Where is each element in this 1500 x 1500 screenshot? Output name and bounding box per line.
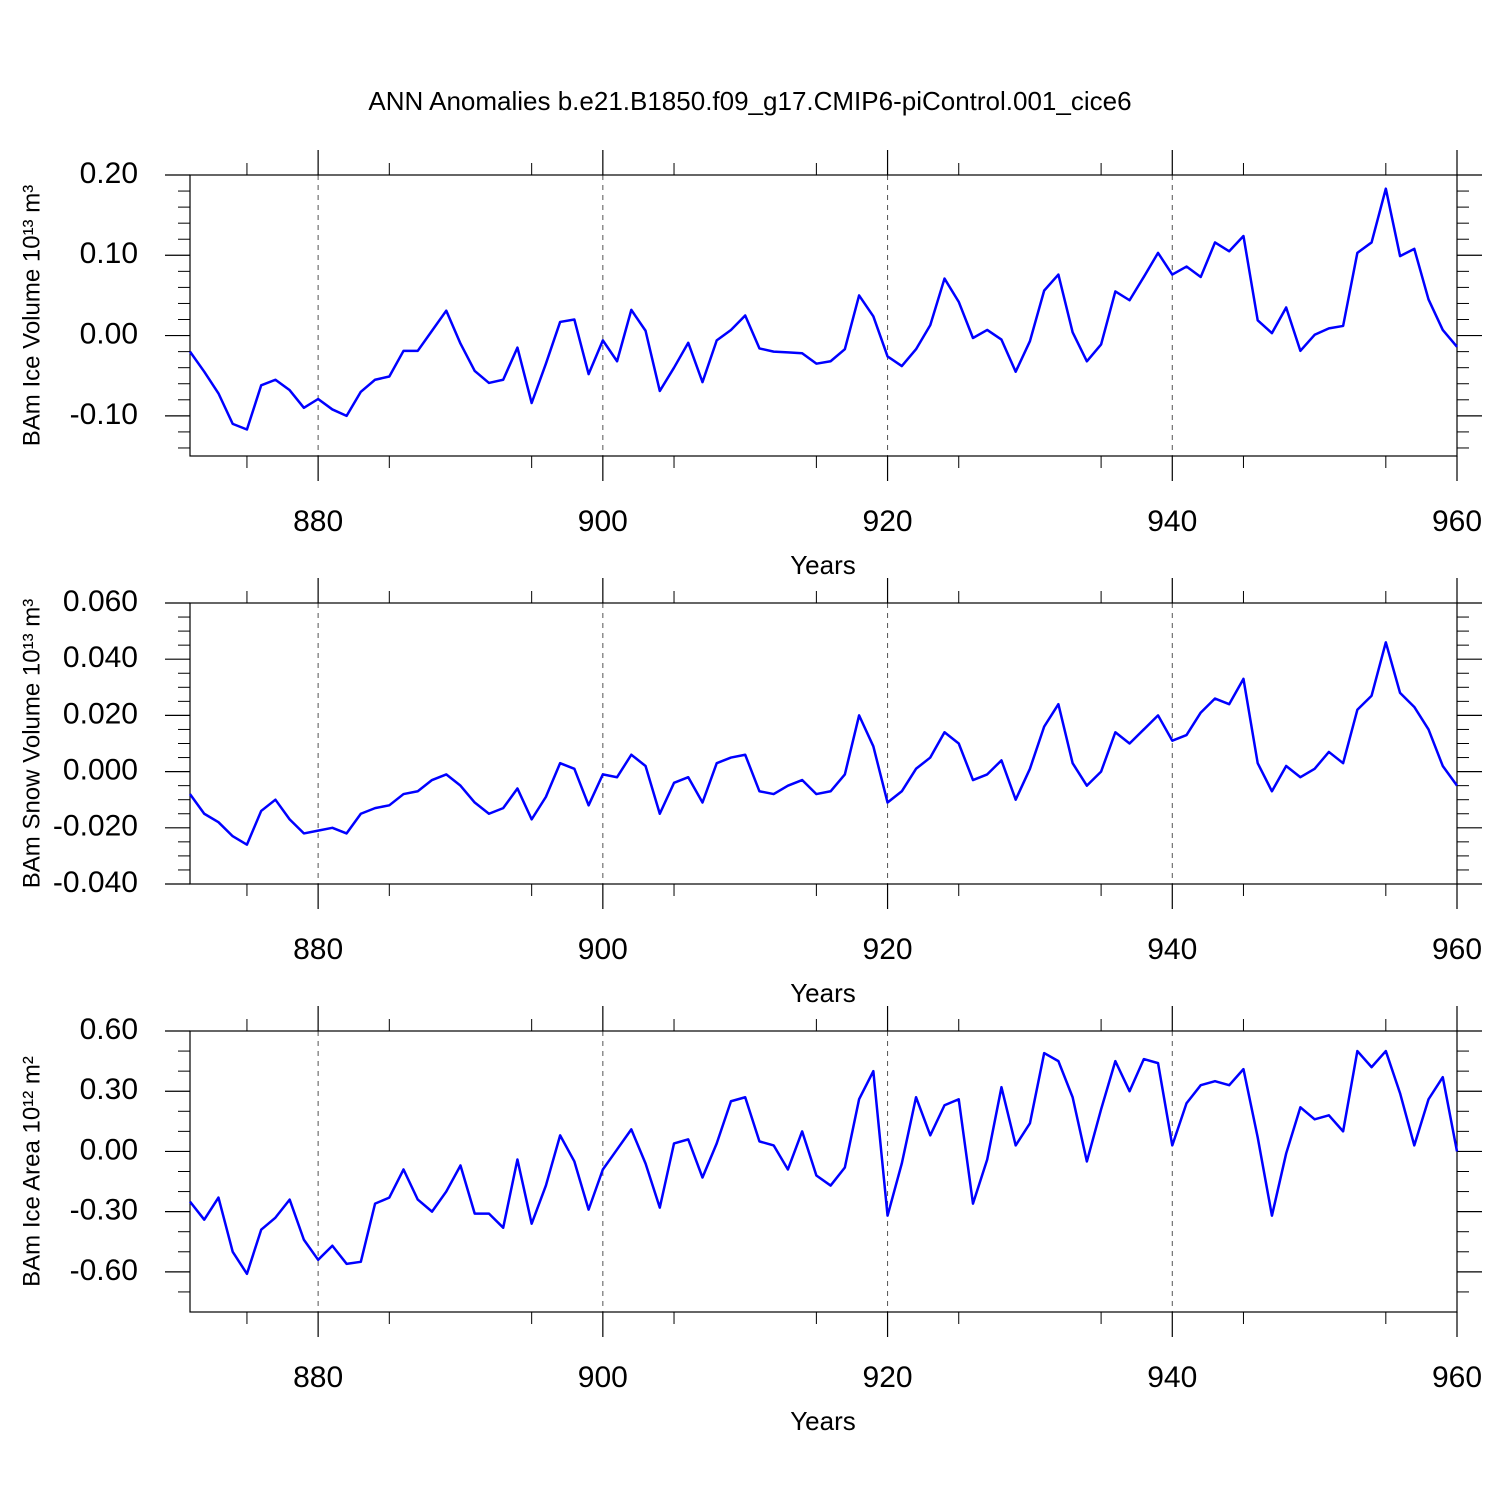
x-tick-label: 960 xyxy=(1432,505,1482,538)
y-tick-label: 0.00 xyxy=(80,1133,138,1166)
y-tick-label: 0.040 xyxy=(63,641,138,674)
y-tick-label: 0.000 xyxy=(63,754,138,787)
x-tick-label: 940 xyxy=(1147,505,1197,538)
y-tick-label: -0.020 xyxy=(53,810,138,843)
x-tick-label: 940 xyxy=(1147,1361,1197,1394)
figure-title: ANN Anomalies b.e21.B1850.f09_g17.CMIP6-… xyxy=(368,86,1131,116)
y-axis-label: BAm Ice Area 10¹² m² xyxy=(18,1056,45,1287)
x-tick-label: 880 xyxy=(293,505,343,538)
x-tick-label: 900 xyxy=(578,933,628,966)
data-line xyxy=(189,1049,1459,1276)
plot-frame xyxy=(189,1030,1458,1313)
y-tick-label: -0.60 xyxy=(70,1254,138,1287)
x-axis-label: Years xyxy=(790,550,856,580)
y-tick-label: -0.30 xyxy=(70,1194,138,1227)
plot-frame xyxy=(189,174,1458,457)
y-tick-label: 0.00 xyxy=(80,317,138,350)
x-axis-label: Years xyxy=(790,978,856,1008)
x-tick-label: 900 xyxy=(578,505,628,538)
x-tick-label: 900 xyxy=(578,1361,628,1394)
plot-frame xyxy=(189,602,1458,885)
y-tick-label: 0.30 xyxy=(80,1073,138,1106)
x-tick-label: 920 xyxy=(863,505,913,538)
y-tick-label: 0.020 xyxy=(63,697,138,730)
y-axis-label: BAm Snow Volume 10¹³ m³ xyxy=(18,599,45,888)
y-tick-label: -0.10 xyxy=(70,398,138,431)
x-tick-label: 880 xyxy=(293,1361,343,1394)
y-tick-label: 0.20 xyxy=(80,157,138,190)
y-tick-label: 0.10 xyxy=(80,237,138,270)
y-tick-label: 0.060 xyxy=(63,585,138,618)
x-tick-label: 940 xyxy=(1147,933,1197,966)
y-axis-label: BAm Ice Volume 10¹³ m³ xyxy=(18,185,45,446)
y-tick-label: -0.040 xyxy=(53,866,138,899)
x-tick-label: 920 xyxy=(863,933,913,966)
x-axis-label: Years xyxy=(790,1406,856,1436)
x-tick-label: 880 xyxy=(293,933,343,966)
y-tick-label: 0.60 xyxy=(80,1013,138,1046)
x-tick-label: 960 xyxy=(1432,1361,1482,1394)
data-line xyxy=(188,187,1458,431)
x-tick-label: 920 xyxy=(863,1361,913,1394)
data-line xyxy=(188,641,1459,846)
x-tick-label: 960 xyxy=(1432,933,1482,966)
